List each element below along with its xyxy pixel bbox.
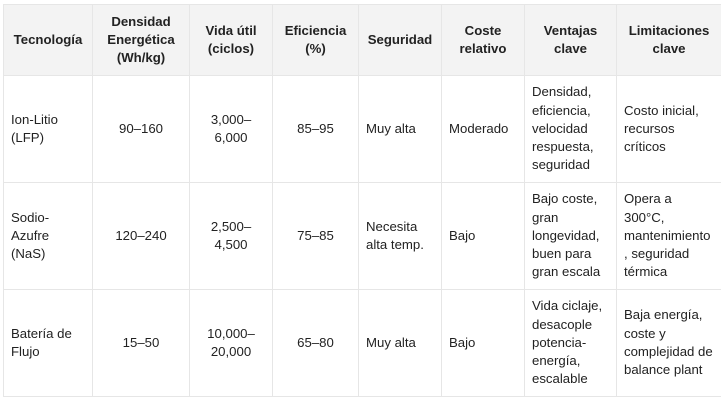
cell-advantages: Bajo coste, gran longevidad, buen para g… bbox=[524, 182, 617, 290]
cell-efficiency: 85–95 bbox=[272, 75, 359, 183]
cell-cost: Moderado bbox=[441, 75, 525, 183]
table-row: Sodio-Azufre (NaS) 120–240 2,500–4,500 7… bbox=[3, 182, 721, 290]
cell-safety: Necesita alta temp. bbox=[358, 182, 442, 290]
header-cost: Coste relativo bbox=[441, 4, 525, 76]
cell-energy-density: 90–160 bbox=[92, 75, 190, 183]
header-technology: Tecnología bbox=[3, 4, 93, 76]
header-safety: Seguridad bbox=[358, 4, 442, 76]
cell-advantages: Densidad, eficiencia, velocidad respuest… bbox=[524, 75, 617, 183]
cell-limitations: Costo inicial, recursos críticos bbox=[616, 75, 721, 183]
cell-technology: Batería de Flujo bbox=[3, 289, 93, 397]
cell-technology: Ion-Litio (LFP) bbox=[3, 75, 93, 183]
cell-advantages: Vida ciclaje, desacople potencia-energía… bbox=[524, 289, 617, 397]
cell-energy-density: 15–50 bbox=[92, 289, 190, 397]
cell-cost: Bajo bbox=[441, 289, 525, 397]
cell-limitations: Opera a 300°C, mantenimiento, seguridad … bbox=[616, 182, 721, 290]
battery-comparison-table: Tecnología Densidad Energética (Wh/kg) V… bbox=[3, 4, 721, 397]
cell-limitations: Baja energía, coste y complejidad de bal… bbox=[616, 289, 721, 397]
header-advantages: Ventajas clave bbox=[524, 4, 617, 76]
table-row: Ion-Litio (LFP) 90–160 3,000–6,000 85–95… bbox=[3, 75, 721, 183]
cell-lifetime: 2,500–4,500 bbox=[189, 182, 273, 290]
cell-energy-density: 120–240 bbox=[92, 182, 190, 290]
cell-lifetime: 3,000–6,000 bbox=[189, 75, 273, 183]
header-row: Tecnología Densidad Energética (Wh/kg) V… bbox=[3, 4, 721, 76]
cell-safety: Muy alta bbox=[358, 75, 442, 183]
table-row: Batería de Flujo 15–50 10,000–20,000 65–… bbox=[3, 289, 721, 397]
header-efficiency: Eficiencia (%) bbox=[272, 4, 359, 76]
cell-technology: Sodio-Azufre (NaS) bbox=[3, 182, 93, 290]
header-energy-density: Densidad Energética (Wh/kg) bbox=[92, 4, 190, 76]
cell-efficiency: 65–80 bbox=[272, 289, 359, 397]
header-limitations: Limitaciones clave bbox=[616, 4, 721, 76]
cell-safety: Muy alta bbox=[358, 289, 442, 397]
cell-cost: Bajo bbox=[441, 182, 525, 290]
header-lifetime: Vida útil (ciclos) bbox=[189, 4, 273, 76]
cell-efficiency: 75–85 bbox=[272, 182, 359, 290]
cell-lifetime: 10,000–20,000 bbox=[189, 289, 273, 397]
